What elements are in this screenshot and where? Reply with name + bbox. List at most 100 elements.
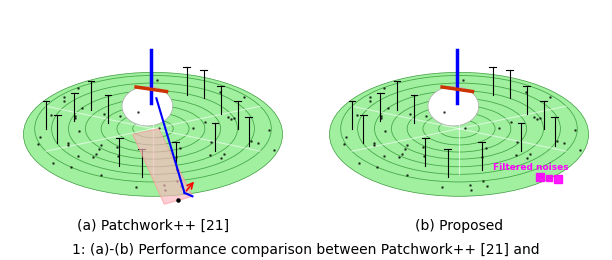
Point bbox=[460, 126, 470, 130]
Point bbox=[226, 117, 236, 121]
Point bbox=[173, 179, 182, 184]
Point bbox=[575, 148, 584, 152]
Point bbox=[494, 126, 504, 130]
Point bbox=[152, 78, 162, 82]
Point bbox=[481, 146, 491, 150]
Point bbox=[269, 148, 278, 152]
Point bbox=[73, 153, 83, 158]
Point bbox=[131, 185, 141, 189]
PathPatch shape bbox=[133, 129, 192, 204]
Point bbox=[154, 126, 164, 130]
Point bbox=[35, 135, 45, 139]
Ellipse shape bbox=[428, 86, 479, 126]
Point bbox=[369, 141, 379, 145]
Point bbox=[67, 165, 76, 169]
Point bbox=[91, 152, 101, 156]
Point bbox=[218, 152, 228, 156]
Point bbox=[46, 113, 56, 117]
Point bbox=[59, 95, 69, 100]
Point bbox=[94, 147, 103, 151]
Point bbox=[160, 187, 170, 192]
Point bbox=[365, 99, 375, 103]
Point bbox=[465, 183, 474, 187]
Point bbox=[352, 113, 362, 117]
Point bbox=[48, 161, 58, 165]
Point bbox=[406, 112, 416, 116]
Point bbox=[397, 152, 407, 156]
Point bbox=[97, 142, 106, 147]
Point bbox=[73, 128, 83, 133]
Point bbox=[63, 141, 73, 145]
Point bbox=[521, 90, 531, 94]
Point bbox=[365, 95, 375, 100]
Point bbox=[536, 116, 545, 120]
Point bbox=[253, 141, 263, 145]
Point bbox=[536, 175, 545, 179]
Text: (a) Patchwork++ [21]: (a) Patchwork++ [21] bbox=[77, 219, 229, 233]
Point bbox=[544, 176, 554, 180]
Point bbox=[512, 140, 521, 144]
Point bbox=[171, 155, 181, 159]
Point bbox=[466, 187, 476, 192]
Point bbox=[553, 177, 563, 181]
Point bbox=[482, 184, 491, 188]
Point bbox=[570, 127, 580, 132]
Point bbox=[115, 114, 125, 118]
Point bbox=[59, 99, 69, 103]
Point bbox=[188, 126, 198, 130]
Point bbox=[403, 142, 412, 147]
Point bbox=[419, 154, 429, 158]
Point bbox=[133, 110, 143, 114]
Point bbox=[394, 155, 404, 159]
Point bbox=[239, 95, 248, 99]
Point bbox=[382, 106, 392, 110]
Point bbox=[458, 78, 468, 82]
Point bbox=[419, 145, 428, 149]
Point bbox=[264, 127, 274, 132]
Ellipse shape bbox=[329, 72, 589, 196]
Point bbox=[88, 155, 98, 159]
Point bbox=[479, 179, 488, 184]
Point bbox=[529, 115, 539, 119]
Point bbox=[354, 161, 364, 165]
Point bbox=[100, 112, 110, 116]
Point bbox=[70, 116, 80, 120]
Point bbox=[379, 153, 389, 158]
Point bbox=[506, 119, 515, 124]
Point bbox=[206, 140, 215, 144]
Ellipse shape bbox=[23, 72, 283, 196]
Point bbox=[376, 114, 386, 118]
Text: 1: (a)-(b) Performance comparison between Patchwork++ [21] and: 1: (a)-(b) Performance comparison betwee… bbox=[72, 243, 540, 257]
Point bbox=[70, 114, 80, 118]
Point bbox=[341, 135, 351, 139]
Point bbox=[421, 114, 431, 118]
Point bbox=[175, 146, 185, 150]
Point bbox=[76, 106, 86, 110]
Point bbox=[73, 86, 83, 90]
Point bbox=[477, 155, 487, 159]
Ellipse shape bbox=[122, 86, 173, 126]
Point bbox=[205, 153, 215, 157]
Point bbox=[176, 184, 185, 188]
Point bbox=[552, 139, 562, 143]
Point bbox=[63, 143, 73, 147]
Point bbox=[223, 115, 233, 119]
Point bbox=[524, 152, 534, 156]
Point bbox=[373, 165, 382, 169]
Point bbox=[338, 142, 348, 146]
Point bbox=[96, 173, 106, 177]
Point bbox=[113, 145, 122, 149]
Point bbox=[437, 185, 447, 189]
Point bbox=[511, 153, 521, 157]
Point bbox=[200, 119, 209, 124]
Point bbox=[369, 143, 379, 147]
Point bbox=[522, 156, 532, 160]
Point bbox=[379, 128, 389, 133]
Point bbox=[173, 198, 183, 202]
Point bbox=[379, 86, 389, 90]
Point bbox=[246, 139, 256, 143]
Point bbox=[376, 116, 386, 120]
Point bbox=[559, 141, 569, 145]
Point bbox=[230, 116, 239, 120]
Point bbox=[216, 156, 226, 160]
